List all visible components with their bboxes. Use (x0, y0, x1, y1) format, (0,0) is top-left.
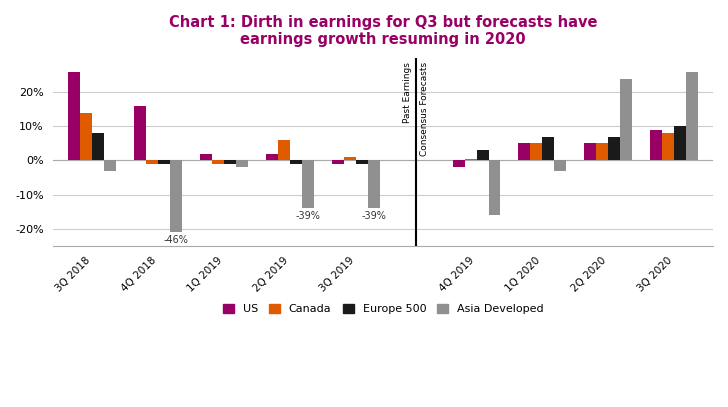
Bar (146, 160, 158, 164)
Bar (356, 160, 368, 164)
Bar (488, 160, 500, 215)
Bar (92, 133, 104, 160)
Bar (212, 160, 224, 164)
Bar (80, 113, 92, 160)
Bar (134, 106, 146, 160)
Title: Chart 1: Dirth in earnings for Q3 but forecasts have
earnings growth resuming in: Chart 1: Dirth in earnings for Q3 but fo… (169, 15, 598, 47)
Bar (302, 160, 314, 208)
Bar (662, 133, 674, 160)
Bar (596, 143, 608, 160)
Bar (686, 72, 698, 160)
Bar (278, 140, 290, 160)
Bar (332, 160, 344, 164)
Bar (464, 159, 477, 160)
Bar (477, 150, 488, 160)
Legend: US, Canada, Europe 500, Asia Developed: US, Canada, Europe 500, Asia Developed (218, 300, 548, 319)
Bar (200, 153, 212, 160)
Bar (620, 79, 632, 160)
Text: -39%: -39% (361, 211, 386, 221)
Bar (170, 160, 182, 232)
Bar (104, 160, 116, 171)
Bar (518, 143, 531, 160)
Bar (266, 153, 278, 160)
Bar (608, 137, 620, 160)
Bar (674, 127, 686, 160)
Bar (531, 143, 542, 160)
Bar (542, 137, 554, 160)
Text: -46%: -46% (164, 235, 189, 245)
Bar (236, 160, 248, 167)
Bar (344, 157, 356, 160)
Bar (68, 72, 80, 160)
Bar (290, 160, 302, 164)
Bar (453, 160, 464, 167)
Text: Past Earnings: Past Earnings (403, 62, 412, 123)
Bar (224, 160, 236, 164)
Text: Consensus Forecasts: Consensus Forecasts (420, 62, 429, 156)
Bar (554, 160, 566, 171)
Bar (158, 160, 170, 164)
Bar (368, 160, 380, 208)
Bar (650, 130, 662, 160)
Text: -39%: -39% (296, 211, 320, 221)
Bar (585, 143, 596, 160)
